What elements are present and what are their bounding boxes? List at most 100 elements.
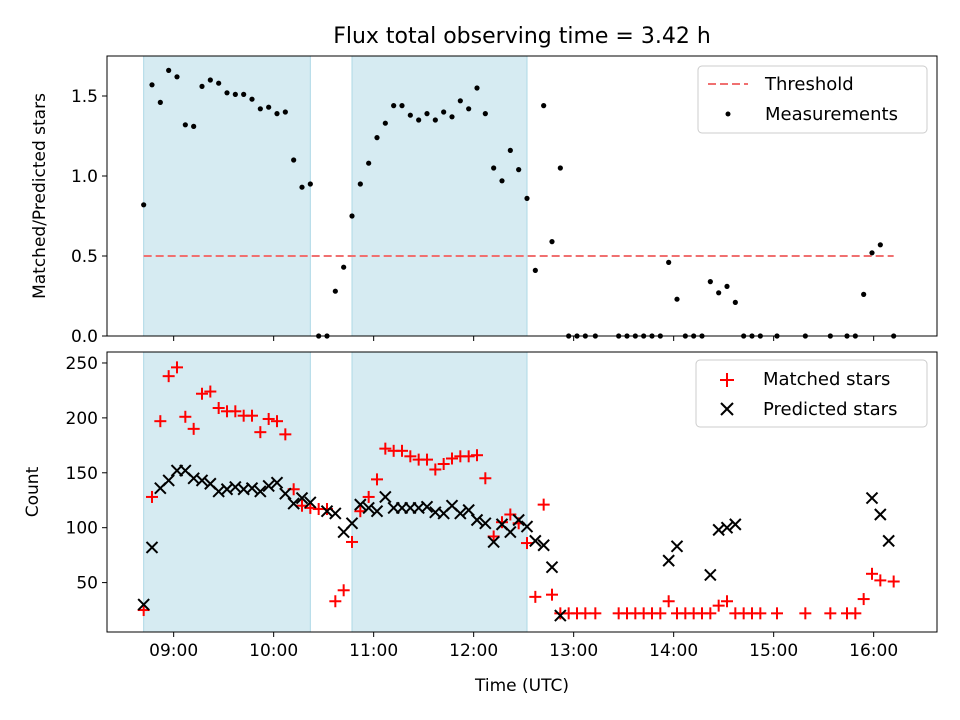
predicted-star-marker: [670, 540, 684, 553]
predicted-star-marker: [470, 513, 484, 527]
measurement-point: [399, 103, 405, 109]
predicted-star-marker: [329, 507, 342, 520]
predicted-star-marker: [504, 525, 517, 539]
matched-star-marker: [329, 595, 342, 608]
matched-star-marker: [537, 498, 550, 511]
predicted-star-marker: [865, 491, 879, 505]
measurement-point: [732, 299, 738, 305]
predicted-star-marker: [479, 517, 492, 530]
measurement-point: [407, 112, 413, 118]
predicted-star-marker: [345, 517, 359, 530]
measurement-point: [441, 109, 447, 115]
matched-star-marker: [546, 588, 558, 601]
matched-star-marker: [346, 535, 358, 548]
observing-period-band: [143, 351, 311, 633]
measurement-point: [282, 109, 288, 115]
bottom-axes-frame: [106, 351, 938, 633]
measurement-point: [457, 98, 463, 104]
measurement-point: [157, 99, 163, 105]
measurement-point: [524, 195, 530, 201]
x-tick-label: 16:00: [849, 641, 898, 661]
matched-star-marker: [521, 537, 533, 550]
x-tick-label: 14:00: [649, 641, 698, 661]
matched-star-marker: [704, 607, 717, 620]
measurement-point: [291, 157, 297, 163]
measurement-point: [707, 279, 713, 285]
measurement-point: [299, 184, 305, 190]
measurement-point: [182, 122, 188, 128]
predicted-star-marker: [420, 500, 434, 514]
matched-star-marker: [162, 370, 175, 383]
predicted-star-marker: [454, 507, 467, 520]
matched-star-marker: [712, 599, 725, 612]
y-tick-label: 100: [66, 519, 98, 539]
predicted-star-marker: [545, 561, 559, 574]
top-legend: Threshold Measurements: [697, 65, 928, 134]
measurement-point: [341, 264, 347, 270]
matched-legend-swatch: [720, 373, 734, 387]
measurement-point: [174, 74, 180, 80]
observing-periods-top: [143, 55, 528, 337]
predicted-star-marker: [554, 609, 567, 622]
predicted-star-marker: [462, 503, 475, 517]
matched-star-marker: [487, 530, 500, 543]
matched-star-marker: [479, 472, 492, 485]
predicted-star-marker: [537, 539, 550, 552]
measurement-point: [474, 85, 480, 91]
top-legend-box: [697, 65, 928, 134]
predicted-star-marker: [287, 497, 300, 510]
matched-star-marker: [857, 593, 870, 606]
measurement-point: [666, 259, 672, 265]
measurement-point: [216, 80, 222, 86]
measurement-point: [499, 178, 505, 184]
bottom-y-axis-ticks: 50 100 150 200 250: [66, 354, 107, 594]
measurement-point: [557, 165, 563, 171]
bottom-legend: Matched stars Predicted stars: [695, 359, 928, 428]
matched-star-marker: [529, 590, 542, 603]
measurement-point: [307, 181, 313, 187]
top-axes-frame: [106, 55, 938, 337]
measurement-point: [149, 82, 155, 88]
matched-star-marker: [429, 463, 442, 476]
predicted-legend-swatch: [720, 402, 734, 416]
measurement-point: [349, 213, 355, 219]
measurement-point: [257, 106, 263, 112]
y-tick-label: 250: [66, 354, 98, 374]
measurement-point: [241, 91, 247, 97]
matched-star-marker: [771, 607, 783, 620]
measurement-point: [357, 181, 363, 187]
predicted-star-marker: [195, 474, 209, 487]
measurements-legend-label: Measurements: [765, 104, 898, 125]
matched-legend-label: Matched stars: [763, 369, 890, 390]
measurement-point: [332, 288, 338, 294]
matched-star-marker: [154, 415, 167, 428]
predicted-star-marker: [729, 518, 742, 531]
matched-star-marker: [887, 575, 900, 588]
counts-plot-area: [137, 361, 900, 622]
matched-star-marker: [754, 607, 767, 620]
predicted-star-marker: [145, 541, 159, 554]
predicted-star-marker: [370, 505, 384, 518]
matched-star-marker: [462, 450, 475, 463]
measurement-point: [716, 290, 722, 296]
predicted-star-marker: [270, 476, 284, 489]
top-y-axis-ticks: 0.0 0.5 1.0 1.5: [71, 87, 107, 347]
predicted-star-marker: [254, 485, 267, 498]
predicted-star-marker: [354, 498, 367, 511]
measurement-point: [674, 296, 680, 302]
bottom-panel: 50 100 150 200 250 09:00 10:00 11:00 12:00 13:00…: [23, 351, 938, 696]
matched-star-marker: [304, 501, 317, 514]
measurement-point: [199, 83, 205, 89]
matched-star-marker: [212, 402, 225, 414]
y-tick-label: 200: [66, 409, 98, 429]
measurement-point: [166, 67, 172, 73]
matched-star-marker: [654, 607, 667, 620]
matched-star-marker: [849, 607, 862, 620]
measurement-point: [432, 117, 438, 123]
measurement-point: [724, 283, 730, 289]
matched-star-marker: [337, 584, 350, 597]
measurement-point: [374, 135, 380, 141]
predicted-legend-label: Predicted stars: [763, 399, 897, 420]
matched-star-marker: [379, 442, 392, 455]
